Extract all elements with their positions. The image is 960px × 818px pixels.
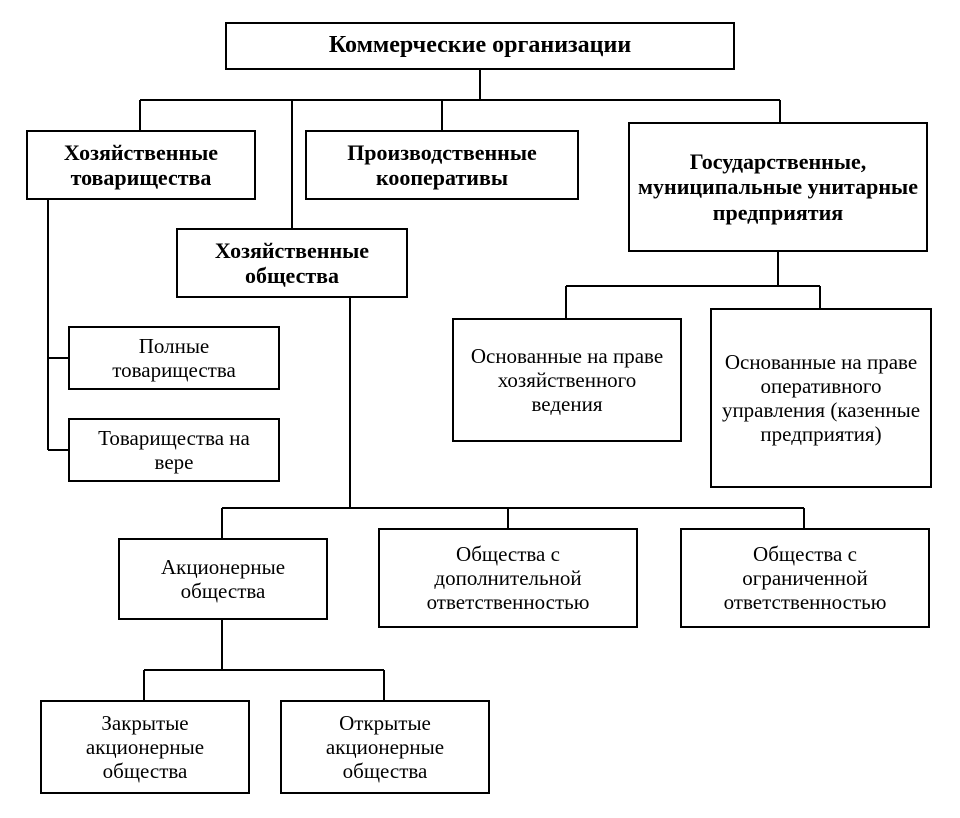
node-economic-management: Основанные на праве хозяйственного веден… (452, 318, 682, 442)
node-label: Закрытые акционерные общества (50, 711, 240, 783)
node-label: Полные товарищества (78, 334, 270, 382)
node-root: Коммерческие организации (225, 22, 735, 70)
node-label: Акционерные общества (128, 555, 318, 603)
node-joint-stock-company: Акционерные общества (118, 538, 328, 620)
node-faith-partnership: Товарищества на вере (68, 418, 280, 482)
node-unitary: Государственные, муниципальные унитарные… (628, 122, 928, 252)
node-closed-jsc: Закрытые акционерные общества (40, 700, 250, 794)
node-open-jsc: Открытые акционерные общества (280, 700, 490, 794)
node-label: Государственные, муниципальные унитарные… (638, 149, 918, 225)
node-coops: Производственные кооперативы (305, 130, 579, 200)
node-label: Основанные на праве оперативного управле… (720, 350, 922, 447)
node-additional-liability: Общества с дополнительной ответственност… (378, 528, 638, 628)
node-companies: Хозяйственные общества (176, 228, 408, 298)
node-label: Хозяйственные общества (186, 238, 398, 289)
node-label: Коммерческие организации (329, 32, 631, 60)
node-full-partnership: Полные товарищества (68, 326, 280, 390)
node-label: Общества с ограниченной ответственностью (690, 542, 920, 614)
node-label: Товарищества на вере (78, 426, 270, 474)
diagram-stage: Коммерческие организации Хозяйственные т… (0, 0, 960, 818)
node-label: Хозяйственные товарищества (36, 140, 246, 191)
node-operational-management: Основанные на праве оперативного управле… (710, 308, 932, 488)
node-limited-liability: Общества с ограниченной ответственностью (680, 528, 930, 628)
node-label: Основанные на праве хозяйственного веден… (462, 344, 672, 416)
node-label: Открытые акционерные общества (290, 711, 480, 783)
node-partnerships: Хозяйственные товарищества (26, 130, 256, 200)
node-label: Общества с дополнительной ответственност… (388, 542, 628, 614)
node-label: Производственные кооперативы (315, 140, 569, 191)
